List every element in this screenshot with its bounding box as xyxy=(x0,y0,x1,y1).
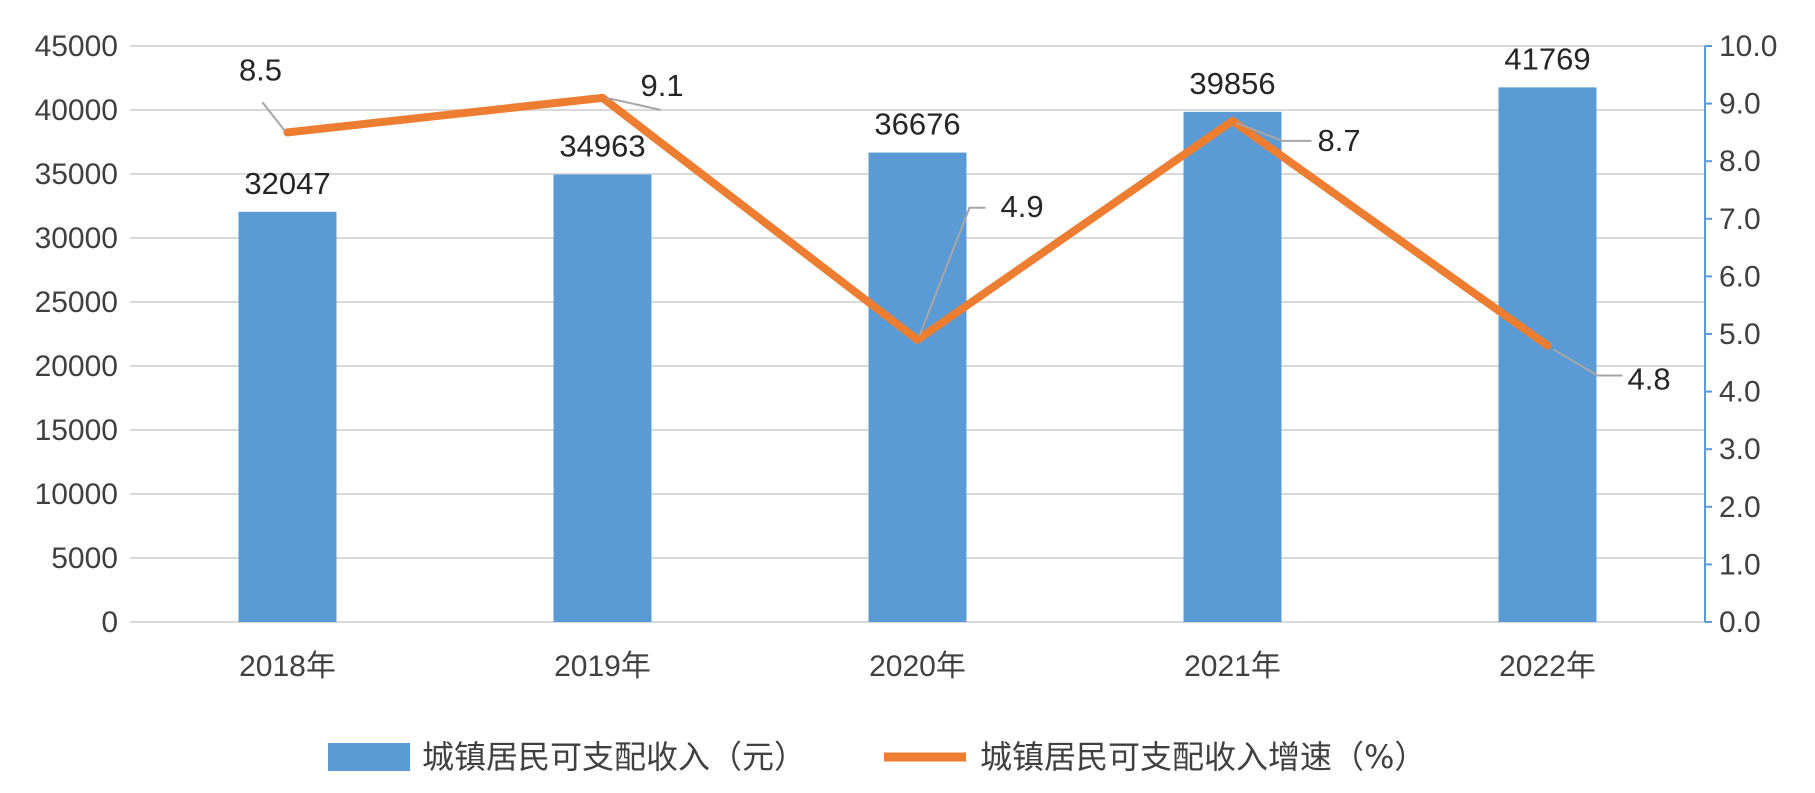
leader-line xyxy=(1236,121,1312,142)
line-value-label: 4.8 xyxy=(1628,362,1671,397)
right-tick-label: 8.0 xyxy=(1719,145,1761,178)
left-tick-label: 5000 xyxy=(51,542,118,575)
leader-line xyxy=(918,206,986,337)
bar-series xyxy=(238,87,1597,623)
right-tick-label: 6.0 xyxy=(1719,260,1761,293)
x-axis: 2018年 2019年 2020年 2021年 2022年 xyxy=(239,650,1596,683)
x-tick-label: 2022年 xyxy=(1499,650,1596,683)
leader-line xyxy=(261,101,286,132)
right-tick-label: 1.0 xyxy=(1719,548,1761,581)
left-tick-label: 25000 xyxy=(35,286,118,319)
x-tick-label: 2019年 xyxy=(554,650,651,683)
right-tick-label: 4.0 xyxy=(1719,376,1761,409)
income-bar xyxy=(1183,111,1282,622)
bar-value-label: 41769 xyxy=(1504,41,1590,76)
left-axis: 0 5000 10000 15000 20000 25000 30000 35000 40000… xyxy=(35,30,118,639)
line-value-label: 8.5 xyxy=(239,52,282,87)
left-tick-label: 20000 xyxy=(35,350,118,383)
growth-point xyxy=(283,128,292,137)
income-bar xyxy=(868,152,967,623)
left-tick-label: 15000 xyxy=(35,414,118,447)
leader-line xyxy=(606,96,661,111)
right-tick-label: 5.0 xyxy=(1719,318,1761,351)
x-tick-label: 2020年 xyxy=(869,650,966,683)
line-value-label: 4.9 xyxy=(1001,189,1044,224)
line-series xyxy=(283,93,1552,350)
leader-line xyxy=(1552,348,1623,377)
growth-point xyxy=(1228,116,1237,125)
right-tick-label: 2.0 xyxy=(1719,491,1761,524)
legend-bar-swatch xyxy=(328,743,410,771)
right-tick-label: 9.0 xyxy=(1719,88,1761,121)
line-value-label: 8.7 xyxy=(1318,123,1361,158)
left-tick-label: 45000 xyxy=(35,30,118,63)
right-tick-label: 3.0 xyxy=(1719,433,1761,466)
bar-value-label: 39856 xyxy=(1189,66,1275,101)
growth-point xyxy=(598,93,607,102)
income-bar xyxy=(1498,87,1597,622)
growth-point xyxy=(1543,341,1552,350)
line-value-label: 9.1 xyxy=(641,68,684,103)
legend-bar-label: 城镇居民可支配收入（元） xyxy=(422,738,806,776)
bar-value-label: 34963 xyxy=(559,128,645,163)
bar-value-label: 36676 xyxy=(874,107,960,142)
x-tick-label: 2018年 xyxy=(239,650,336,683)
left-tick-label: 30000 xyxy=(35,222,118,255)
bar-value-label: 32047 xyxy=(244,166,330,201)
data-labels: 32047 34963 36676 39856 41769 8.5 9.1 4.9 8.7 4.8 xyxy=(239,41,1671,396)
left-tick-label: 0 xyxy=(101,606,118,639)
income-bar xyxy=(238,211,337,622)
x-tick-label: 2021年 xyxy=(1184,650,1281,683)
income-bar xyxy=(553,174,652,622)
left-tick-label: 10000 xyxy=(35,478,118,511)
left-tick-label: 35000 xyxy=(35,158,118,191)
legend: 城镇居民可支配收入（元） 城镇居民可支配收入增速（%） xyxy=(328,738,1426,776)
left-tick-label: 40000 xyxy=(35,94,118,127)
right-axis: 0.0 1.0 2.0 3.0 4.0 5.0 6.0 7.0 8.0 9.0 10.0 xyxy=(1704,30,1777,639)
legend-line-label: 城镇居民可支配收入增速（%） xyxy=(980,738,1426,776)
right-tick-label: 7.0 xyxy=(1719,203,1761,236)
right-tick-label: 0.0 xyxy=(1719,606,1761,639)
right-tick-label: 10.0 xyxy=(1719,30,1777,63)
growth-point xyxy=(913,335,922,344)
